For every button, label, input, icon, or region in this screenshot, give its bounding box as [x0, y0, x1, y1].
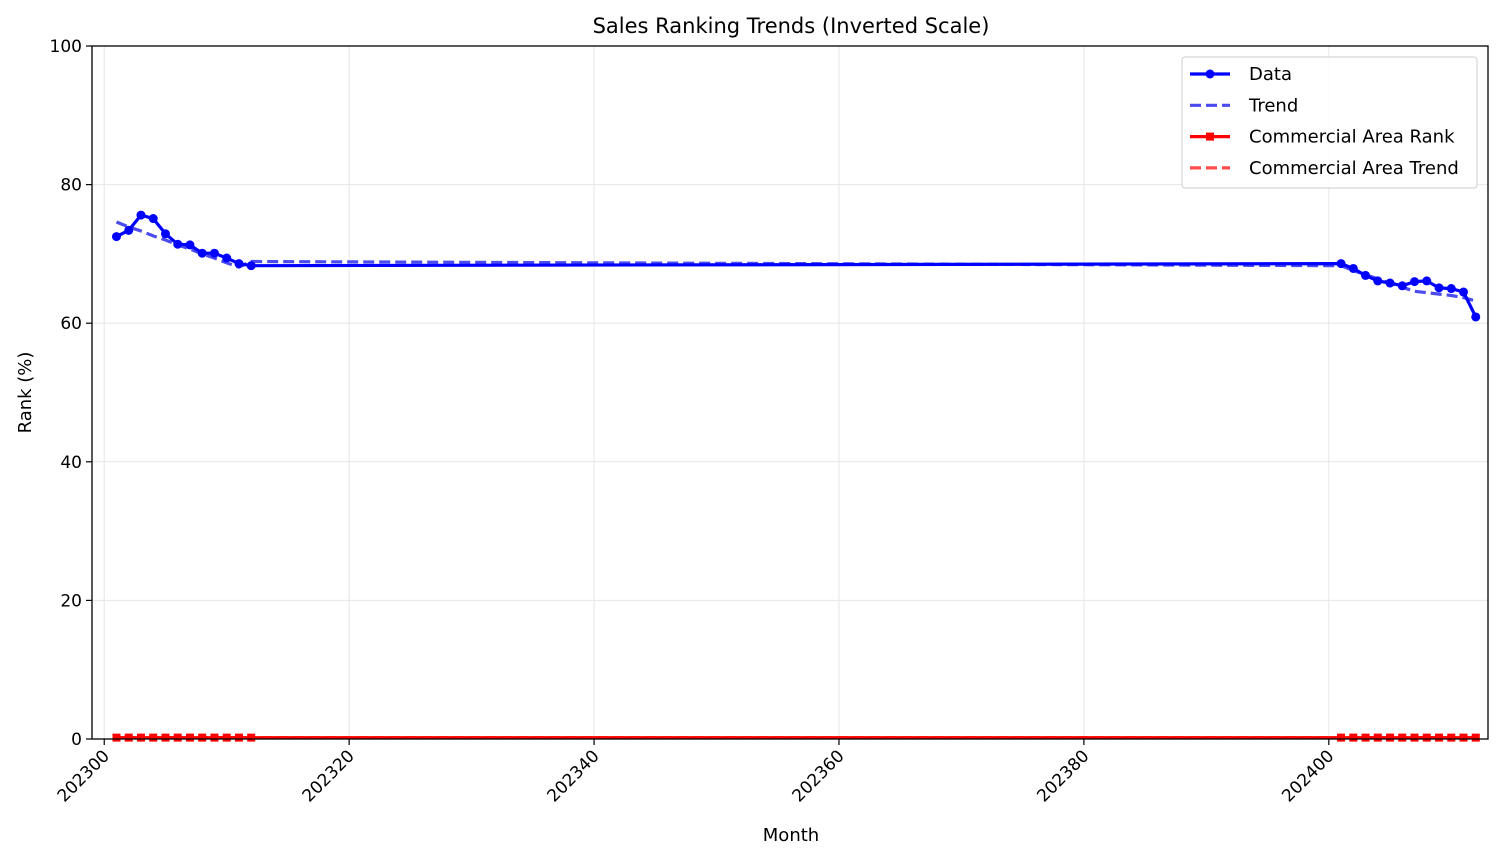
y-axis-label: Rank (%)	[15, 352, 36, 434]
y-tick-label: 80	[60, 176, 82, 196]
commercial-area-rank-point	[124, 733, 133, 742]
commercial-area-rank-point	[161, 733, 170, 742]
legend-box	[1181, 56, 1478, 189]
commercial-area-rank-point	[136, 733, 145, 742]
commercial-area-rank-point	[247, 733, 256, 742]
data-point	[1459, 287, 1469, 297]
commercial-area-rank-point	[1447, 733, 1456, 742]
data-point	[1446, 284, 1456, 294]
data-point	[111, 232, 121, 242]
data-point	[1348, 263, 1358, 273]
commercial-area-rank-point	[1373, 733, 1382, 742]
chart-title: Sales Ranking Trends (Inverted Scale)	[593, 14, 990, 38]
legend: Data Trend Commercial Area Rank Commercial …	[1181, 56, 1478, 189]
data-point	[209, 248, 219, 258]
legend-label: Data	[1249, 64, 1292, 85]
commercial-area-rank-point	[1386, 733, 1395, 742]
data-point	[246, 261, 256, 271]
data-point	[1410, 277, 1420, 287]
data-point	[234, 259, 244, 269]
data-point	[124, 225, 134, 235]
data-point	[222, 253, 232, 263]
y-tick-label: 40	[60, 453, 82, 473]
y-tick-label: 20	[60, 591, 82, 611]
data-point	[1397, 281, 1407, 291]
commercial-area-rank-point	[173, 733, 182, 742]
commercial-area-rank-point	[1422, 733, 1431, 742]
data-point	[1422, 276, 1432, 286]
data-point	[1336, 259, 1346, 269]
commercial-area-rank-point	[1398, 733, 1407, 742]
y-tick-label: 100	[50, 37, 82, 57]
commercial-area-rank-point	[1361, 733, 1370, 742]
commercial-area-rank-point	[185, 733, 194, 742]
legend-label: Commercial Area Trend	[1249, 158, 1459, 179]
legend-swatch-marker	[1205, 69, 1215, 79]
data-point	[185, 240, 195, 250]
y-tick-label: 60	[60, 314, 82, 334]
x-axis-label: Month	[763, 825, 819, 846]
data-point	[1434, 283, 1444, 293]
commercial-area-rank-point	[1337, 733, 1346, 742]
legend-swatch-marker	[1206, 132, 1214, 141]
commercial-area-rank-point	[1459, 733, 1468, 742]
data-point	[136, 210, 146, 220]
data-point	[1373, 276, 1383, 286]
commercial-area-rank-point	[210, 733, 219, 742]
commercial-area-rank-point	[234, 733, 243, 742]
commercial-area-rank-point	[1435, 733, 1444, 742]
data-point	[148, 214, 158, 224]
legend-label: Commercial Area Rank	[1249, 127, 1455, 148]
data-point	[1471, 312, 1481, 322]
commercial-area-rank-point	[1410, 733, 1419, 742]
data-point	[1385, 278, 1395, 288]
y-axis-ticks: 0 20 40 60 80 100	[50, 37, 92, 750]
plot-series	[111, 210, 1481, 742]
data-point	[160, 229, 170, 239]
data-point	[1361, 270, 1371, 280]
plot-frame	[91, 45, 1489, 740]
commercial-area-rank-point	[1471, 733, 1480, 742]
legend-label: Trend	[1248, 95, 1298, 116]
commercial-area-rank-point	[149, 733, 158, 742]
commercial-area-rank-point	[198, 733, 207, 742]
data-point	[197, 248, 207, 258]
commercial-area-rank-point	[222, 733, 231, 742]
data-point	[173, 239, 183, 249]
commercial-area-rank-point	[112, 733, 121, 742]
y-tick-label: 0	[71, 730, 82, 750]
commercial-area-rank-point	[1349, 733, 1358, 742]
